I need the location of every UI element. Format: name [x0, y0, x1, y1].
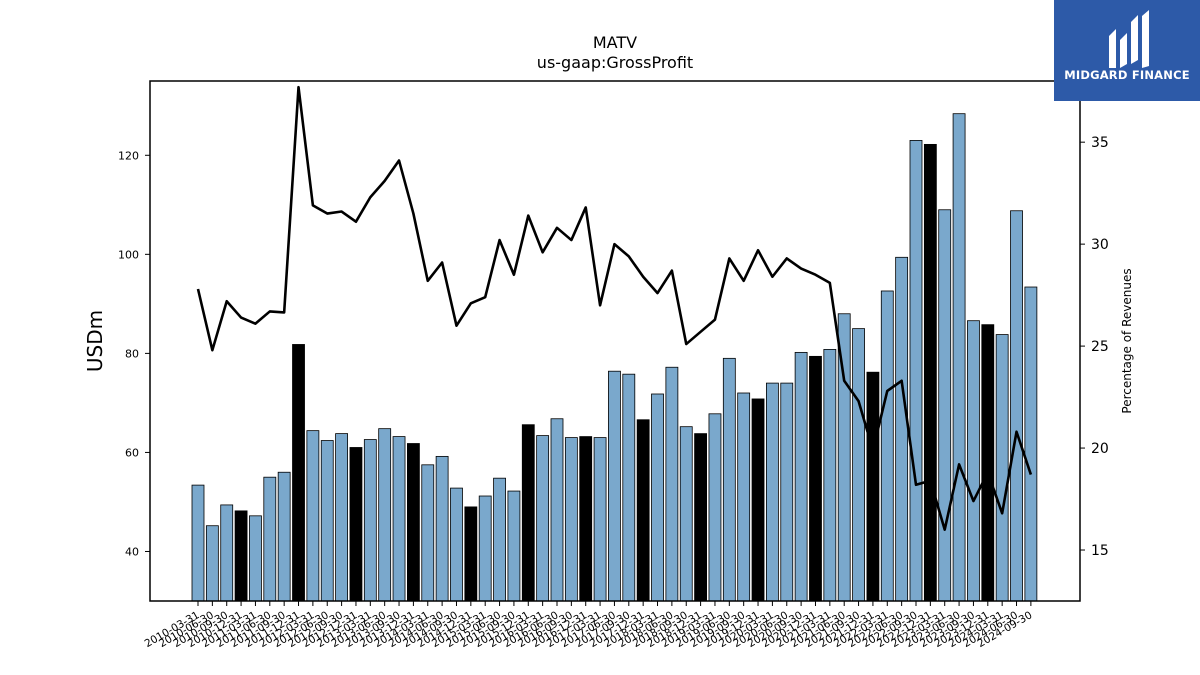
bar-2012-09-30	[335, 433, 349, 602]
bar-2014-12-31	[464, 506, 478, 602]
axes: 40608010012015202530352010-03-312010-06-…	[118, 80, 1109, 650]
bar-2021-03-31	[823, 349, 837, 602]
y-tick-label-120: 120	[118, 149, 139, 162]
bar-2016-06-30	[550, 418, 564, 602]
y2-tick-label-15: 15	[1091, 543, 1109, 559]
bar-2010-09-30	[220, 504, 234, 602]
bar-2022-12-31	[923, 143, 937, 602]
bar-2010-06-30	[205, 525, 219, 602]
bar-2024-03-31	[995, 334, 1009, 602]
bar-2015-12-31	[521, 424, 535, 602]
y2-tick-label-35: 35	[1091, 135, 1109, 151]
bar-2013-12-31	[406, 443, 420, 602]
bar-2021-12-31	[866, 371, 880, 602]
bar-2017-09-30	[622, 373, 636, 602]
bar-2016-09-30	[564, 437, 578, 602]
bar-2024-09-30	[1024, 286, 1038, 602]
bar-2010-03-31	[191, 484, 205, 602]
line-series	[196, 85, 1033, 531]
brand-logo: MIDGARD FINANCE	[1054, 0, 1200, 101]
bar-2012-12-31	[349, 447, 363, 602]
bar-2022-06-30	[895, 256, 909, 602]
bar-2020-06-30	[780, 382, 794, 602]
bar-2022-03-31	[880, 290, 894, 602]
y-tick-label-80: 80	[125, 347, 139, 360]
bar-2020-12-31	[809, 355, 822, 602]
bar-2015-03-31	[478, 495, 492, 602]
y-tick-label-40: 40	[125, 545, 139, 558]
y2-tick-label-25: 25	[1091, 339, 1109, 355]
bar-2017-06-30	[608, 370, 621, 602]
bar-2015-06-30	[493, 477, 506, 602]
bar-2013-09-30	[392, 436, 406, 602]
chart-title: MATV	[593, 33, 637, 52]
bar-2016-03-31	[536, 435, 550, 602]
bar-2021-09-30	[852, 328, 865, 602]
bar-2017-12-31	[636, 419, 650, 602]
bar-2020-09-30	[794, 351, 808, 602]
bar-2017-03-31	[593, 437, 607, 602]
brand-name: MIDGARD FINANCE	[1064, 68, 1190, 82]
bar-2012-06-30	[320, 440, 334, 602]
bar-2015-09-30	[507, 490, 521, 602]
bar-2023-03-31	[938, 209, 952, 602]
midgard-logo-icon	[1109, 10, 1149, 68]
bar-2011-12-31	[292, 344, 305, 602]
chart-subtitle: us-gaap:GrossProfit	[537, 53, 693, 72]
bar-2019-03-31	[708, 413, 722, 602]
bar-2023-09-30	[967, 320, 980, 602]
bar-2018-09-30	[679, 426, 693, 602]
bar-2011-03-31	[249, 515, 262, 602]
bar-2023-06-30	[952, 113, 966, 602]
bar-2019-09-30	[737, 392, 751, 602]
y-axis-label: USDm	[83, 310, 107, 372]
bar-2014-03-31	[421, 464, 435, 602]
bar-2011-09-30	[277, 471, 291, 602]
bar-2019-06-30	[722, 357, 736, 602]
bar-2014-06-30	[435, 455, 449, 602]
bar-2010-12-31	[234, 510, 248, 602]
plot-frame	[149, 80, 1081, 602]
bar-2022-09-30	[909, 140, 923, 602]
bar-2020-03-31	[766, 382, 779, 602]
bar-2013-03-31	[363, 439, 377, 602]
bar-2013-06-30	[378, 428, 392, 602]
bar-2024-06-30	[1010, 210, 1023, 602]
bar-2016-12-31	[579, 436, 593, 602]
y2-tick-label-20: 20	[1091, 441, 1109, 457]
bar-2012-03-31	[306, 430, 320, 602]
bar-2018-06-30	[665, 366, 679, 602]
bar-2019-12-31	[751, 398, 765, 602]
y2-axis-label: Percentage of Revenues	[1120, 268, 1134, 413]
bar-2011-06-30	[263, 476, 277, 602]
y-tick-label-60: 60	[125, 446, 139, 459]
bar-2014-09-30	[450, 487, 463, 602]
bar-series	[191, 113, 1038, 602]
bar-2018-03-31	[651, 393, 664, 602]
y-tick-label-100: 100	[118, 248, 139, 261]
y2-tick-label-30: 30	[1091, 237, 1109, 253]
bar-2018-12-31	[694, 433, 707, 602]
bar-2023-12-31	[981, 324, 995, 602]
